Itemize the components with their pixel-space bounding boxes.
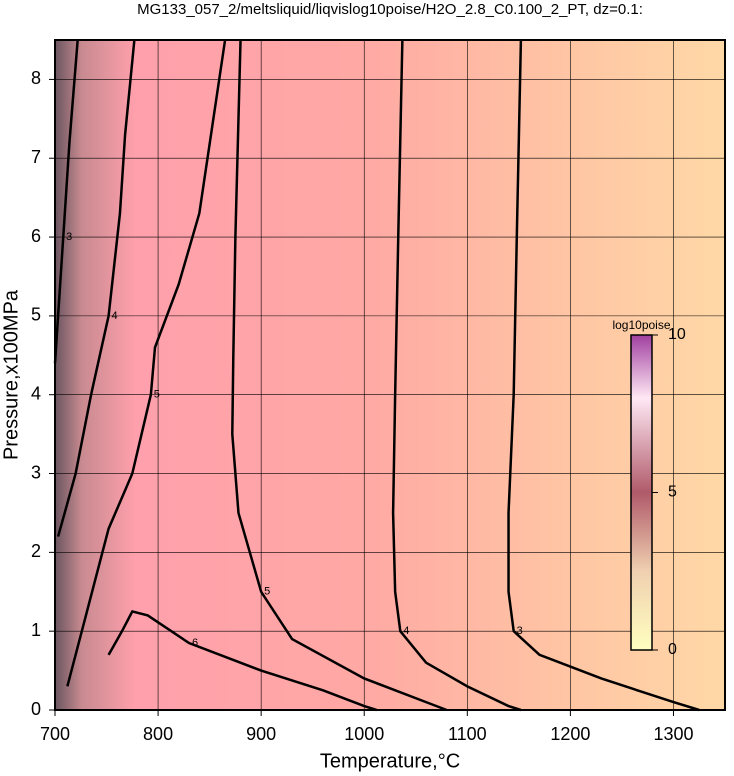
x-tick-label: 900 [246, 724, 276, 744]
contour-line [507, 39, 700, 712]
contour-line [53, 39, 79, 364]
y-tick-label: 3 [31, 462, 41, 482]
plot-background [55, 40, 725, 710]
contour-label: 4 [112, 310, 118, 322]
contour-line [56, 39, 136, 537]
contour-line [107, 610, 377, 712]
x-tick-label: 1100 [448, 724, 487, 744]
contour-line [66, 39, 227, 687]
colorbar-label: log10poise [612, 318, 670, 332]
y-tick-label: 6 [31, 226, 41, 246]
plot-frame [54, 39, 726, 711]
x-tick-label: 1000 [344, 724, 384, 744]
x-tick-label: 1300 [653, 724, 693, 744]
contour-label: 5 [154, 389, 160, 401]
contour-label: 4 [403, 625, 409, 637]
y-tick-label: 7 [31, 147, 41, 167]
y-tick-label: 8 [31, 68, 41, 88]
x-tick-label: 800 [143, 724, 173, 744]
colorbar-tick-label: 10 [668, 326, 686, 343]
y-tick-label: 1 [31, 620, 41, 640]
x-axis-title: Temperature,°C [320, 750, 460, 772]
colorbar-tick-label: 0 [668, 641, 677, 658]
contour-line [391, 39, 522, 712]
colorbar-tick-label: 5 [668, 484, 677, 501]
colorbar [630, 334, 653, 651]
contour-label: 3 [517, 625, 523, 637]
y-tick-label: 4 [31, 383, 41, 403]
contour-line [231, 39, 448, 712]
contour-label: 3 [66, 231, 72, 243]
contour-label: 5 [264, 586, 270, 598]
contour-label: 6 [192, 637, 198, 649]
y-tick-label: 0 [31, 699, 41, 719]
x-tick-label: 700 [40, 724, 70, 744]
y-tick-label: 2 [31, 541, 41, 561]
chart-title: MG133_057_2/meltsliquid/liqvislog10poise… [137, 1, 643, 18]
y-axis-title: Pressure,x100MPa [0, 289, 22, 460]
y-tick-label: 5 [31, 305, 41, 325]
x-tick-label: 1200 [550, 724, 590, 744]
